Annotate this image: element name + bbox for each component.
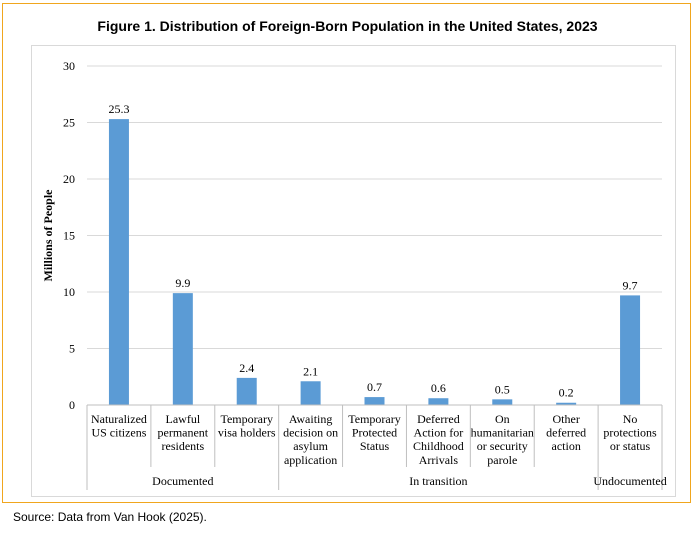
x-tick-label: No protections or status (603, 412, 657, 453)
bar (556, 402, 577, 405)
data-label: 2.4 (239, 361, 254, 375)
bar (620, 295, 641, 405)
plot-area (31, 45, 676, 497)
x-tick-label: Deferred Action for Childhood Arrivals (413, 412, 464, 467)
data-label: 0.6 (431, 381, 446, 395)
bar (236, 377, 257, 405)
group-label: In transition (409, 474, 467, 488)
data-label: 2.1 (303, 364, 318, 378)
group-label: Documented (152, 474, 213, 488)
data-label: 25.3 (108, 102, 129, 116)
y-tick-label: 5 (69, 342, 75, 356)
x-tick-label: Temporary Protected Status (348, 412, 400, 453)
chart-title: Figure 1. Distribution of Foreign-Born P… (97, 18, 598, 34)
x-tick-label: Awaiting decision on asylum application (283, 412, 338, 467)
y-tick-label: 15 (63, 229, 75, 243)
y-tick-label: 25 (63, 116, 75, 130)
data-label: 0.5 (495, 382, 510, 396)
bar (364, 397, 385, 405)
y-tick-label: 0 (69, 398, 75, 412)
x-tick-label: Lawful permanent residents (158, 412, 209, 453)
x-tick-label: Temporary visa holders (218, 412, 276, 440)
bar (428, 398, 449, 405)
data-label: 9.9 (175, 276, 190, 290)
bar (300, 381, 321, 405)
data-label: 9.7 (623, 278, 638, 292)
bar (492, 399, 513, 405)
x-tick-label: Naturalized US citizens (91, 412, 147, 440)
x-tick-label: On humanitarian or security parole (471, 412, 534, 467)
bar (108, 119, 129, 406)
data-label: 0.2 (559, 386, 574, 400)
y-tick-label: 10 (63, 285, 75, 299)
y-tick-label: 20 (63, 172, 75, 186)
source-note: Source: Data from Van Hook (2025). (13, 510, 207, 524)
bar (172, 293, 193, 405)
data-label: 0.7 (367, 380, 382, 394)
y-tick-label: 30 (63, 59, 75, 73)
y-axis-title: Millions of People (41, 189, 55, 282)
x-tick-label: Other deferred action (546, 412, 586, 453)
group-label: Undocumented (593, 474, 666, 488)
